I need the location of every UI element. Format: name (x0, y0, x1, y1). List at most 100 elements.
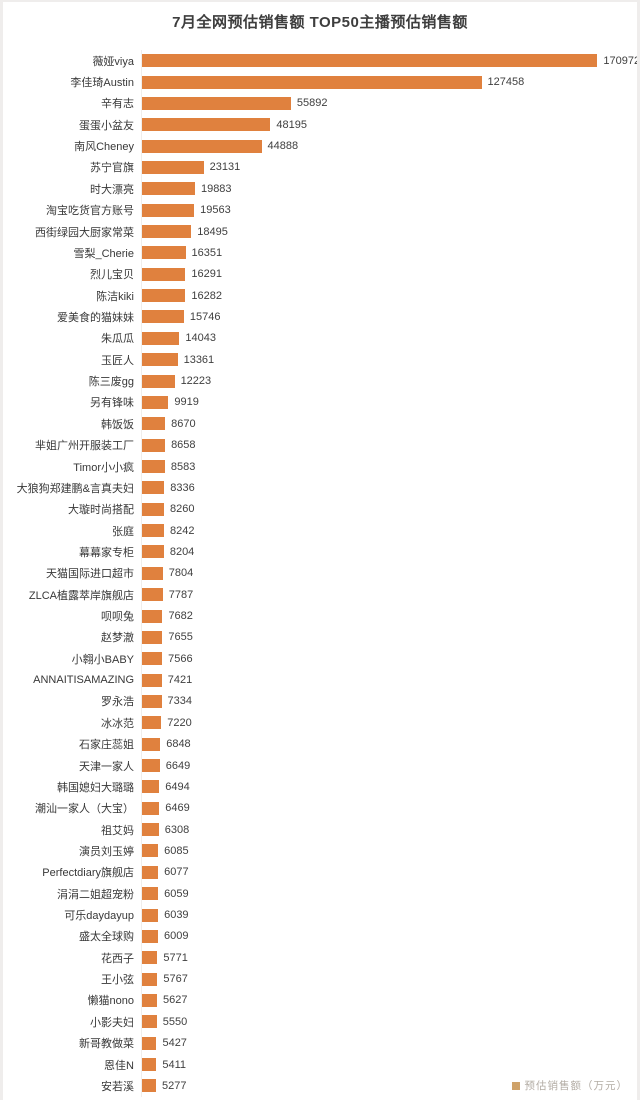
bar-value: 13361 (183, 353, 215, 366)
bar (142, 481, 165, 495)
bar-label: 薇娅viya (92, 55, 134, 68)
bar (142, 1015, 157, 1029)
legend: 预估销售额（万元） (511, 1078, 628, 1093)
chart-row: 演员刘玉婷 6085 (3, 840, 637, 862)
bar (142, 502, 164, 516)
bar-label: Perfectdiary旗舰店 (42, 867, 134, 880)
bar-label: 陈洁kiki (96, 290, 134, 303)
bar-label: 张庭 (112, 525, 134, 538)
chart-row: 赵梦澈 7655 (3, 626, 637, 649)
chart-row: 爱美食的猫妹妹 15746 (3, 306, 637, 328)
bar (142, 289, 186, 303)
bar-label: 蛋蛋小盆友 (79, 119, 134, 132)
bar-label: 演员刘玉婷 (79, 845, 134, 858)
bar-label: 爱美食的猫妹妹 (57, 311, 134, 324)
chart-row: 天猫国际进口超市 7804 (3, 562, 637, 584)
bar-value: 6009 (163, 930, 189, 943)
bar (142, 673, 162, 687)
bar-track: 5771 (141, 947, 637, 969)
bar (142, 1036, 157, 1050)
bar-value: 18495 (197, 225, 228, 238)
bar-label: 盛太全球购 (79, 931, 134, 944)
chart-row: 祖艾妈 6308 (3, 818, 637, 841)
bar (142, 823, 159, 837)
bar-value: 8583 (170, 460, 196, 473)
chart-row: 恩佳N 5411 (3, 1053, 637, 1076)
bar (142, 652, 163, 666)
bar-track: 16351 (141, 242, 637, 264)
bar (142, 545, 164, 559)
bar (142, 374, 175, 388)
bar (142, 844, 159, 858)
chart-row: 天津一家人 6649 (3, 754, 637, 777)
chart-row: 韩国媳妇大璐璐 6494 (3, 776, 637, 798)
bar (142, 1079, 157, 1093)
bar-track: 15746 (141, 306, 637, 328)
bar (142, 203, 195, 217)
bar-label: 天猫国际进口超市 (46, 568, 134, 581)
chart-row: 朱瓜瓜 14043 (3, 327, 637, 350)
bar (142, 951, 158, 965)
bar-label: 石家庄蕊姐 (79, 739, 134, 752)
bar-value: 19563 (200, 204, 231, 217)
bar-track: 7220 (141, 712, 637, 734)
bar-value: 6039 (164, 909, 189, 922)
bar-value: 55892 (296, 97, 328, 110)
bar-label: 烈儿宝贝 (90, 269, 134, 282)
bar-track: 7421 (141, 669, 637, 691)
bar-label: 小影夫妇 (90, 1016, 134, 1029)
bar-track: 8336 (141, 477, 637, 499)
bar (142, 801, 160, 815)
chart-row: ZLCA植露萃岸旗舰店 7787 (3, 583, 637, 606)
chart-row: 韩饭饭 8670 (3, 413, 637, 435)
bar-label: 涓涓二姐超宠粉 (57, 888, 134, 901)
chart-row: 盛太全球购 6009 (3, 925, 637, 948)
bar-track: 8204 (141, 541, 637, 563)
bar-value: 6469 (165, 802, 190, 815)
bar (142, 630, 163, 644)
bar-label: 潮汕一家人（大宝） (35, 803, 134, 816)
chart-row: 蛋蛋小盆友 48195 (3, 114, 637, 136)
bar-label: ZLCA植露萃岸旗舰店 (28, 589, 134, 602)
chart-row: 苏宁官旗 23131 (3, 156, 637, 179)
bar-track: 12223 (141, 370, 637, 392)
bar-track: 7655 (141, 626, 637, 649)
bar-value: 16351 (191, 246, 223, 259)
bar-track: 8658 (141, 434, 637, 456)
chart-row: 玉匠人 13361 (3, 349, 637, 371)
bar (142, 160, 204, 174)
bar-value: 6308 (164, 823, 190, 836)
page-title: 7月全网预估销售额 TOP50主播预估销售额 (172, 14, 468, 31)
bar-track: 7787 (141, 583, 637, 606)
bar-value: 9919 (174, 396, 199, 409)
bar-label: 大璇时尚搭配 (68, 504, 134, 517)
bar-track: 18495 (141, 220, 637, 243)
bar-value: 19883 (200, 182, 232, 195)
bar-value: 7421 (167, 674, 193, 687)
bar-label: 玉匠人 (101, 354, 134, 367)
bar (142, 865, 159, 879)
chart-row: 小影夫妇 5550 (3, 1011, 637, 1033)
chart-row: 雪梨_Cherie 16351 (3, 242, 637, 264)
bar-label: 天津一家人 (79, 760, 134, 773)
bar-label: 西街绿园大厨家常菜 (35, 226, 134, 239)
chart-row: 另有锋味 9919 (3, 391, 637, 414)
bar-label: 可乐daydayup (64, 910, 134, 923)
bar-label: 呗呗兔 (101, 611, 134, 624)
bar-track: 6039 (141, 904, 637, 926)
chart-row: Timor小小疯 8583 (3, 455, 637, 478)
bar (142, 972, 158, 986)
bar-value: 5427 (162, 1037, 187, 1050)
chart-row: 涓涓二姐超宠粉 6059 (3, 883, 637, 905)
bar-label: 辛有志 (101, 98, 134, 111)
bar-track: 6009 (141, 925, 637, 948)
bar-label: 韩国媳妇大璐璐 (57, 781, 134, 794)
bar-track: 13361 (141, 349, 637, 371)
chart-row: 陈洁kiki 16282 (3, 284, 637, 307)
bar-track: 6649 (141, 754, 637, 777)
chart-row: 薇娅viya 170972 (3, 50, 637, 72)
bar-track: 55892 (141, 92, 637, 115)
bar-label: 祖艾妈 (101, 824, 134, 837)
bar-track: 170972 (141, 50, 637, 72)
bar-chart: 薇娅viya 170972 李佳琦Austin 127458 辛有志 55892… (3, 50, 637, 1100)
